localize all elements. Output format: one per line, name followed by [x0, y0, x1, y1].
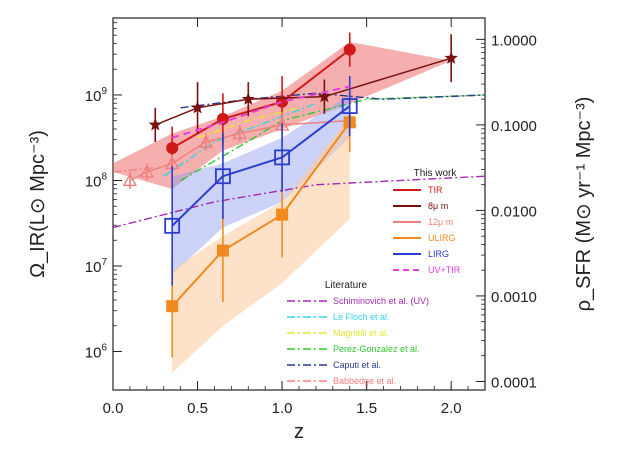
y-axis-label-right: ρ_SFR (M⊙ yr⁻¹ Mpc⁻³) — [573, 97, 595, 312]
data-point-12-m — [232, 125, 247, 140]
legend-label-magnelli-et-al: Magnelli et al. — [333, 328, 389, 338]
legend-label-uv-tir: UV+TIR — [428, 265, 461, 275]
legend-label-perez-gonzalez-et-al: Perez-Gonzalez et al. — [333, 344, 420, 354]
y-tick-label-left: 107 — [85, 257, 108, 276]
legend-label-babbedge-et-al: Babbedge et al. — [333, 376, 396, 386]
legend-label-12-m: 12μ m — [428, 217, 453, 227]
legend-label-8-m: 8μ m — [428, 201, 448, 211]
legend-label-lirg: LIRG — [428, 249, 449, 259]
data-point-8-m — [444, 51, 458, 64]
data-point-8-m — [190, 100, 205, 114]
x-tick-label: 1.5 — [356, 400, 377, 417]
data-point-8-m — [148, 117, 162, 131]
data-point-12-m — [122, 173, 138, 187]
legend-title-literature: Literature — [325, 280, 368, 291]
series-line-lirg — [171, 105, 351, 227]
data-point-8-m — [241, 92, 255, 105]
y-tick-base: 10 — [85, 345, 102, 362]
y-tick-label-left: 108 — [85, 171, 108, 190]
data-point-lirg — [164, 217, 181, 234]
data-point-lirg — [341, 98, 358, 114]
x-tick-label: 0.0 — [103, 400, 124, 417]
lit-line-le-floch-et-al — [163, 102, 317, 177]
y-tick-exponent: 8 — [101, 171, 107, 182]
legend-label-tir: TIR — [428, 185, 443, 195]
data-point-lirg — [274, 149, 290, 166]
lit-line-magnelli-et-al — [197, 107, 300, 139]
data-point-ulirg — [216, 244, 229, 257]
series-line-ulirg — [171, 121, 351, 307]
data-point-lirg — [215, 168, 231, 185]
x-tick-label: 0.5 — [187, 400, 208, 417]
ulirg-band — [172, 116, 350, 373]
data-point-12-m — [139, 164, 154, 178]
data-point-tir — [166, 141, 179, 154]
data-point-ulirg — [276, 208, 289, 221]
y-tick-label-right: 0.0001 — [491, 374, 537, 391]
legend-label-ulirg: ULIRG — [428, 233, 456, 243]
y-tick-base: 10 — [85, 259, 102, 276]
y-tick-label-right: 0.1000 — [491, 118, 537, 135]
y-tick-base: 10 — [85, 173, 102, 190]
y-tick-label-right: 1.0000 — [491, 32, 537, 49]
y-tick-exponent: 6 — [101, 343, 107, 354]
data-point-tir — [343, 43, 356, 56]
y-tick-label-left: 109 — [85, 86, 108, 105]
legend-label-le-floch-et-al: Le Floch et al. — [333, 312, 390, 322]
x-tick-label: 1.0 — [272, 400, 293, 417]
y-tick-exponent: 9 — [101, 86, 107, 97]
y-tick-exponent: 7 — [101, 257, 107, 268]
legend-title-this-work: This work — [414, 168, 458, 179]
y-tick-base: 10 — [85, 88, 102, 105]
y-tick-label-left: 106 — [85, 343, 108, 362]
data-point-tir — [216, 112, 229, 125]
lit-line-schiminovich-et-al-uv — [113, 175, 485, 229]
data-point-ulirg — [166, 300, 179, 313]
y-tick-label-right: 0.0100 — [491, 203, 537, 220]
data-point-8-m — [317, 89, 331, 103]
y-axis-label-left: Ω_IR(L⊙ Mpc⁻³) — [27, 130, 49, 278]
x-axis-label: z — [294, 421, 304, 443]
legend-label-caputi-et-al: Caputi et al. — [333, 360, 381, 370]
data-point-12-m — [198, 134, 214, 148]
y-tick-label-right: 0.0010 — [491, 289, 537, 306]
x-tick-label: 2.0 — [441, 400, 462, 417]
legend-label-schiminovich-et-al-uv: Schiminovich et al. (UV) — [333, 296, 429, 306]
series-line-uv-tir — [171, 85, 350, 139]
